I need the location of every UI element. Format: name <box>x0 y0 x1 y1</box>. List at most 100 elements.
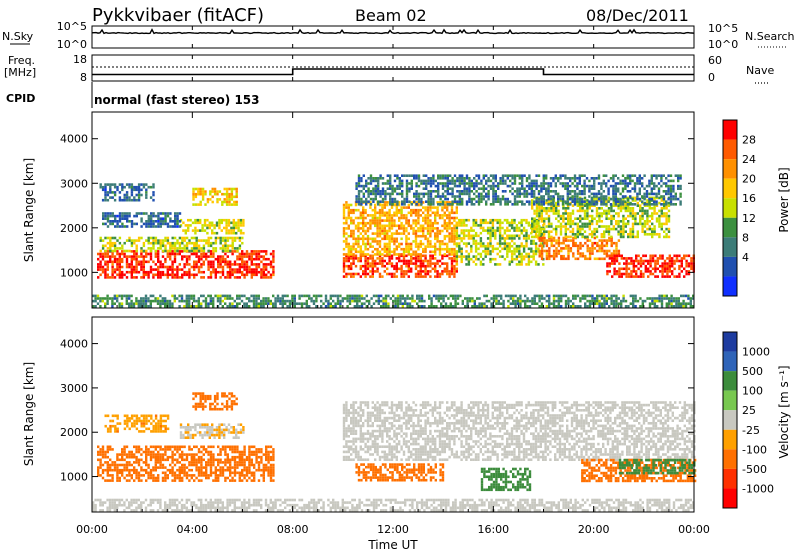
heatmap-cell-7 <box>393 251 395 254</box>
heatmap-cell-0 <box>253 274 255 277</box>
heatmap-cell-12 <box>538 198 540 201</box>
freq-right-tick-top: 60 <box>708 54 722 67</box>
heatmap-cell-3 <box>199 229 201 232</box>
heatmap-cell-0 <box>236 268 238 271</box>
heatmap-cell-13 <box>325 300 327 303</box>
heatmap-cell-3 <box>197 219 199 222</box>
heatmap-cell-1 <box>188 239 190 242</box>
heatmap-cell-0 <box>126 258 128 261</box>
heatmap-cell-0 <box>246 263 248 266</box>
heatmap-cell-13 <box>236 297 238 300</box>
heatmap-cell-1 <box>121 245 123 248</box>
heatmap-cell-12 <box>377 200 379 203</box>
heatmap-cell-12 <box>675 174 677 177</box>
heatmap-cell-9 <box>567 239 569 242</box>
heatmap-cell-12 <box>540 185 542 188</box>
heatmap-cell-7 <box>381 232 383 235</box>
heatmap-cell-0 <box>258 266 260 269</box>
heatmap-cell-12 <box>634 185 636 188</box>
heatmap-cell-0 <box>243 263 245 266</box>
heatmap-cell-0 <box>164 274 166 277</box>
heatmap-cell-8 <box>482 245 484 248</box>
heatmap-cell-7 <box>429 219 431 222</box>
heatmap-cell-1 <box>196 245 198 248</box>
heatmap-cell-12 <box>567 185 569 188</box>
heatmap-cell-12 <box>442 203 444 206</box>
heatmap-cell-8 <box>501 237 503 240</box>
heatmap-cell-9 <box>560 242 562 245</box>
heatmap-cell-0 <box>210 271 212 274</box>
heatmap-cell-12 <box>401 180 403 183</box>
heatmap-cell-1 <box>227 245 229 248</box>
freq-left-tick-top: 18 <box>73 53 87 66</box>
heatmap-cell-4 <box>157 212 159 215</box>
heatmap-cell-12 <box>437 203 439 206</box>
heatmap-cell-13 <box>378 295 380 298</box>
heatmap-cell-8 <box>523 229 525 232</box>
heatmap-cell-12 <box>384 198 386 201</box>
heatmap-cell-12 <box>651 203 653 206</box>
heatmap-cell-11 <box>555 210 557 213</box>
heatmap-cell-12 <box>600 195 602 198</box>
heatmap-cell-11 <box>637 233 639 236</box>
heatmap-cell-9 <box>575 242 577 245</box>
heatmap-cell-7 <box>372 245 374 248</box>
heatmap-cell-11 <box>584 197 586 200</box>
heatmap-cell-9 <box>565 247 567 250</box>
heatmap-cell-7 <box>348 212 350 215</box>
heatmap-cell-6 <box>384 260 386 263</box>
heatmap-cell-8 <box>499 240 501 243</box>
heatmap-cell-11 <box>665 207 667 210</box>
heatmap-cell-9 <box>543 239 545 242</box>
heatmap-cell-12 <box>634 174 636 177</box>
heatmap-cell-0 <box>246 261 248 264</box>
heatmap-cell-0 <box>234 250 236 253</box>
heatmap-cell-7 <box>441 230 443 233</box>
heatmap-cell-10 <box>671 260 673 263</box>
heatmap-cell-0 <box>135 258 137 261</box>
heatmap-cell-5 <box>100 183 102 186</box>
heatmap-cell-12 <box>591 198 593 201</box>
heatmap-cell-13 <box>526 300 528 303</box>
heatmap-cell-7 <box>415 235 417 238</box>
heatmap-cell-7 <box>408 243 410 246</box>
heatmap-cell-2 <box>200 193 202 196</box>
heatmap-cell-13 <box>358 300 360 303</box>
heatmap-cell-7 <box>432 227 434 230</box>
heatmap-cell-1 <box>196 250 198 253</box>
heatmap-cell-13 <box>478 297 480 300</box>
heatmap-cell-12 <box>420 180 422 183</box>
heatmap-cell-12 <box>631 174 633 177</box>
heatmap-cell-11 <box>548 225 550 228</box>
heatmap-cell-8 <box>535 250 537 253</box>
heatmap-cell-13 <box>502 300 504 303</box>
heatmap-cell-13 <box>361 305 363 308</box>
heatmap-cell-8 <box>521 255 523 258</box>
heatmap-cell-11 <box>596 210 598 213</box>
heatmap-cell-7 <box>427 219 429 222</box>
heatmap-cell-11 <box>639 223 641 226</box>
heatmap-cell-13 <box>517 297 519 300</box>
heatmap-cell-0 <box>222 261 224 264</box>
heatmap-cell-1 <box>152 242 154 245</box>
heatmap-cell-8 <box>487 227 489 230</box>
heatmap-cell-8 <box>480 222 482 225</box>
heatmap-cell-11 <box>586 236 588 239</box>
heatmap-cell-12 <box>408 187 410 190</box>
heatmap-cell-0 <box>246 250 248 253</box>
heatmap-cell-6 <box>427 270 429 273</box>
heatmap-cell-12 <box>552 200 554 203</box>
heatmap-cell-11 <box>581 207 583 210</box>
heatmap-cell-4 <box>174 225 176 228</box>
heatmap-cell-0 <box>107 255 109 258</box>
heatmap-cell-7 <box>384 225 386 228</box>
heatmap-cell-13 <box>349 295 351 298</box>
heatmap-cell-1 <box>186 242 188 245</box>
heatmap-cell-0 <box>114 255 116 258</box>
heatmap-cell-0 <box>246 266 248 269</box>
heatmap-cell-8 <box>521 224 523 227</box>
heatmap-cell-0 <box>246 274 248 277</box>
heatmap-cell-6 <box>352 260 354 263</box>
heatmap-cell-11 <box>658 223 660 226</box>
heatmap-cell-12 <box>660 195 662 198</box>
